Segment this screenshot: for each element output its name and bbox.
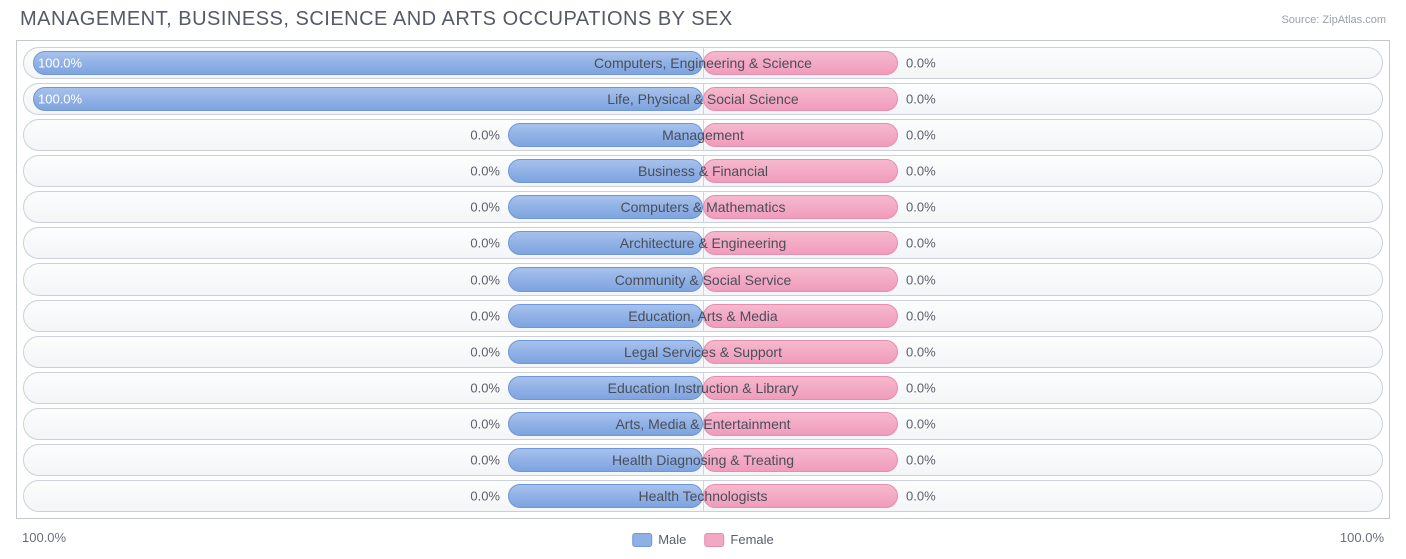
legend-item-male: Male (632, 532, 686, 547)
female-bar (703, 51, 898, 75)
male-bar (508, 376, 703, 400)
chart-row: Life, Physical & Social Science100.0%0.0… (23, 83, 1383, 115)
male-value-label: 0.0% (470, 488, 500, 503)
chart-row: Computers & Mathematics0.0%0.0% (23, 191, 1383, 223)
female-value-label: 0.0% (906, 236, 936, 251)
female-bar (703, 195, 898, 219)
chart-row: Computers, Engineering & Science100.0%0.… (23, 47, 1383, 79)
chart-row: Management0.0%0.0% (23, 119, 1383, 151)
female-value-label: 0.0% (906, 200, 936, 215)
male-bar (508, 231, 703, 255)
female-bar (703, 304, 898, 328)
male-value-label: 0.0% (470, 452, 500, 467)
male-bar (508, 159, 703, 183)
female-bar (703, 340, 898, 364)
axis-label-left: 100.0% (22, 530, 66, 545)
female-swatch-icon (704, 533, 724, 547)
source-attribution: Source: ZipAtlas.com (1281, 14, 1386, 26)
chart-row: Health Technologists0.0%0.0% (23, 480, 1383, 512)
chart-title: MANAGEMENT, BUSINESS, SCIENCE AND ARTS O… (20, 8, 733, 31)
male-bar (33, 51, 703, 75)
female-value-label: 0.0% (906, 344, 936, 359)
chart-row: Education Instruction & Library0.0%0.0% (23, 372, 1383, 404)
female-bar (703, 159, 898, 183)
female-bar (703, 484, 898, 508)
male-bar (508, 340, 703, 364)
chart-rows-container: Computers, Engineering & Science100.0%0.… (23, 47, 1383, 512)
female-bar (703, 376, 898, 400)
female-value-label: 0.0% (906, 308, 936, 323)
male-value-label: 100.0% (38, 92, 82, 107)
chart-row: Architecture & Engineering0.0%0.0% (23, 227, 1383, 259)
chart-row: Health Diagnosing & Treating0.0%0.0% (23, 444, 1383, 476)
legend-item-female: Female (704, 532, 773, 547)
male-value-label: 100.0% (38, 56, 82, 71)
female-value-label: 0.0% (906, 272, 936, 287)
female-value-label: 0.0% (906, 56, 936, 71)
female-value-label: 0.0% (906, 164, 936, 179)
male-bar (33, 87, 703, 111)
female-bar (703, 448, 898, 472)
female-bar (703, 87, 898, 111)
legend-female-label: Female (730, 532, 773, 547)
male-bar (508, 484, 703, 508)
female-value-label: 0.0% (906, 380, 936, 395)
chart-plot-area: Computers, Engineering & Science100.0%0.… (16, 40, 1390, 519)
legend-male-label: Male (658, 532, 686, 547)
male-bar (508, 123, 703, 147)
chart-row: Business & Financial0.0%0.0% (23, 155, 1383, 187)
male-bar (508, 448, 703, 472)
chart-row: Arts, Media & Entertainment0.0%0.0% (23, 408, 1383, 440)
male-value-label: 0.0% (470, 236, 500, 251)
male-value-label: 0.0% (470, 164, 500, 179)
chart-row: Education, Arts & Media0.0%0.0% (23, 300, 1383, 332)
male-bar (508, 195, 703, 219)
female-value-label: 0.0% (906, 92, 936, 107)
male-value-label: 0.0% (470, 128, 500, 143)
female-value-label: 0.0% (906, 128, 936, 143)
male-bar (508, 304, 703, 328)
male-swatch-icon (632, 533, 652, 547)
female-bar (703, 412, 898, 436)
male-value-label: 0.0% (470, 380, 500, 395)
female-value-label: 0.0% (906, 488, 936, 503)
female-bar (703, 231, 898, 255)
male-bar (508, 267, 703, 291)
male-value-label: 0.0% (470, 344, 500, 359)
male-value-label: 0.0% (470, 308, 500, 323)
female-value-label: 0.0% (906, 452, 936, 467)
female-bar (703, 267, 898, 291)
male-value-label: 0.0% (470, 416, 500, 431)
legend: Male Female (632, 532, 774, 547)
female-value-label: 0.0% (906, 416, 936, 431)
male-value-label: 0.0% (470, 272, 500, 287)
chart-row: Community & Social Service0.0%0.0% (23, 263, 1383, 295)
male-value-label: 0.0% (470, 200, 500, 215)
male-bar (508, 412, 703, 436)
female-bar (703, 123, 898, 147)
chart-row: Legal Services & Support0.0%0.0% (23, 336, 1383, 368)
axis-label-right: 100.0% (1340, 530, 1384, 545)
